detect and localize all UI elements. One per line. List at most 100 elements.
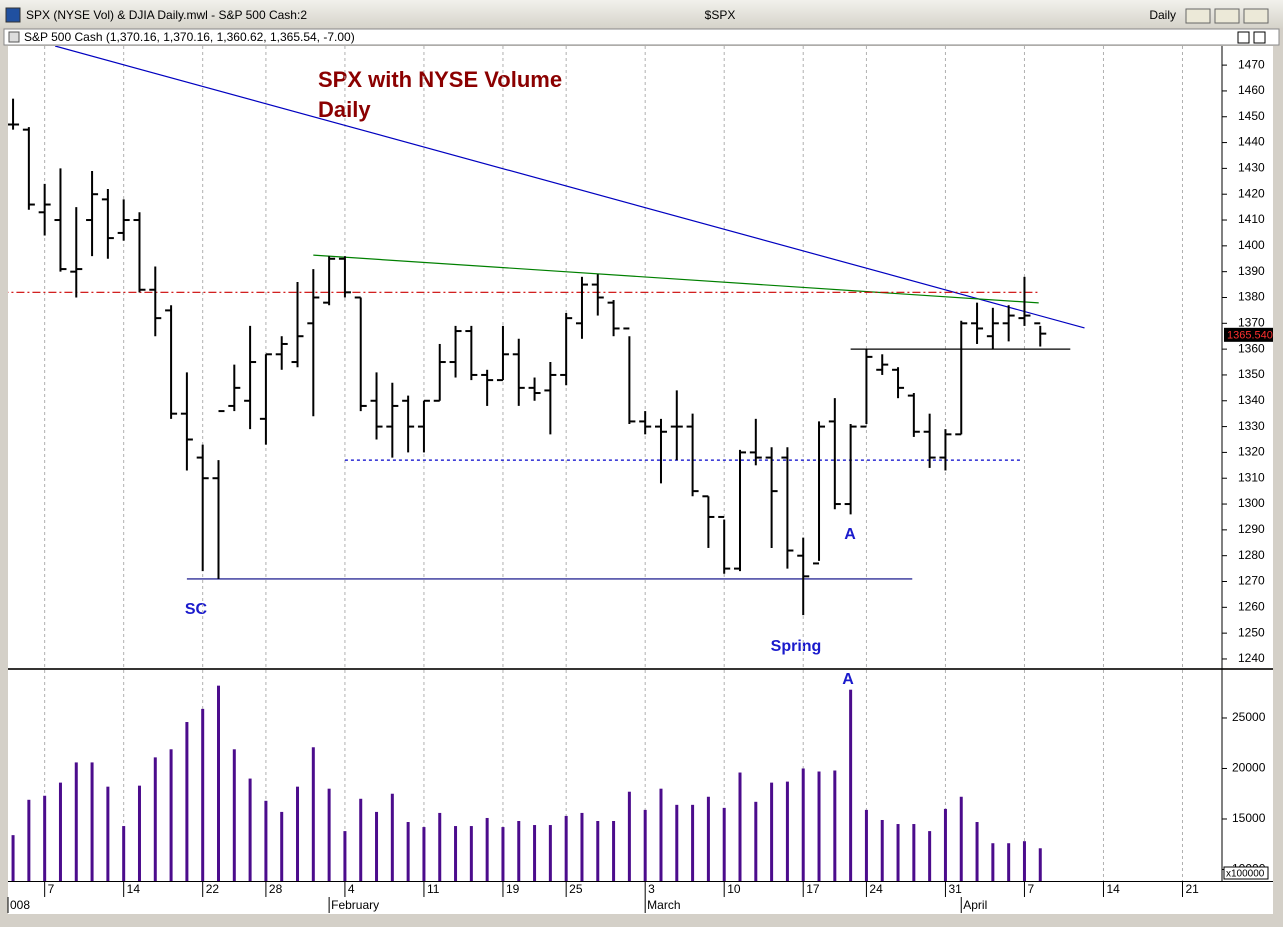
y-tick-label: 1450	[1238, 109, 1265, 123]
volume-bar	[849, 689, 853, 881]
volume-bar	[438, 812, 442, 881]
y-tick-label: 1280	[1238, 548, 1265, 562]
volume-bar	[375, 811, 379, 881]
y-tick-label: 1440	[1238, 135, 1265, 149]
volume-bar	[232, 749, 236, 881]
x-tick-label: 10	[727, 882, 741, 896]
volume-bar	[58, 782, 62, 881]
volume-bar	[896, 824, 900, 881]
y-tick-label: 1400	[1238, 238, 1265, 252]
volume-bar	[564, 815, 568, 881]
volume-bar	[517, 821, 521, 881]
x-tick-label: 25	[569, 882, 583, 896]
y-tick-label: 1420	[1238, 186, 1265, 200]
pane-max-button[interactable]	[1237, 31, 1250, 44]
volume-bar	[11, 835, 15, 881]
y-tick-label: 15000	[1232, 811, 1266, 825]
y-tick-label: 1360	[1238, 341, 1265, 355]
trend-line	[54, 46, 1085, 329]
volume-bar	[185, 722, 189, 881]
volume-bar	[280, 811, 284, 881]
volume-bar	[90, 762, 94, 881]
x-tick-label: 19	[506, 882, 520, 896]
volume-bar	[817, 771, 821, 881]
y-tick-label: 1390	[1238, 264, 1265, 278]
y-tick-label: 1340	[1238, 393, 1265, 407]
y-tick-label: 1330	[1238, 419, 1265, 433]
volume-bar	[74, 762, 78, 881]
volume-bar	[122, 826, 126, 881]
pane-header	[3, 28, 1280, 46]
volume-plot	[11, 670, 1183, 881]
volume-bar	[722, 807, 726, 881]
pane-title: S&P 500 Cash (1,370.16, 1,370.16, 1,360.…	[24, 30, 355, 44]
volume-bar	[659, 788, 663, 881]
window-title: SPX (NYSE Vol) & DJIA Daily.mwl - S&P 50…	[26, 8, 307, 22]
y-tick-label: 1260	[1238, 599, 1265, 613]
month-label: 008	[10, 898, 30, 912]
y-tick-label: 1370	[1238, 315, 1265, 329]
volume-bar	[975, 822, 979, 881]
volume-bar	[533, 825, 537, 881]
volume-bar	[27, 799, 31, 881]
y-tick-label: 1310	[1238, 470, 1265, 484]
y-tick-label: 1320	[1238, 445, 1265, 459]
trend-line	[313, 254, 1039, 304]
last-price-box	[1224, 327, 1273, 342]
title-bar	[0, 0, 1283, 28]
volume-bar	[485, 817, 489, 881]
month-label: February	[331, 898, 379, 912]
volume-bar	[343, 831, 347, 881]
volume-bar	[833, 770, 837, 881]
volume-axis	[1222, 670, 1273, 881]
interval: Daily	[1149, 8, 1176, 22]
volume-bar	[201, 708, 205, 881]
y-tick-label: 1300	[1238, 496, 1265, 510]
last-price-label: 1365.540	[1227, 330, 1273, 342]
volume-bar	[1038, 848, 1042, 881]
window-buttons[interactable]	[1185, 8, 1269, 24]
app-icon	[5, 7, 21, 23]
annotation: Spring	[771, 638, 822, 655]
x-tick-label: 14	[127, 882, 141, 896]
x-tick-label: 11	[427, 882, 440, 896]
y-tick-label: 1290	[1238, 522, 1265, 536]
volume-bar	[422, 827, 426, 881]
volume-bar	[627, 791, 631, 881]
volume-bar	[643, 809, 647, 881]
scale-label: x100000	[1226, 869, 1265, 880]
volume-bar	[801, 768, 805, 881]
volume-bar	[1022, 841, 1026, 881]
x-tick-label: 17	[806, 882, 820, 896]
x-tick-label: 31	[948, 882, 962, 896]
y-tick-label: 1270	[1238, 574, 1265, 588]
minimize-button[interactable]	[1185, 8, 1211, 24]
volume-bar	[1007, 843, 1011, 881]
volume-bar	[706, 796, 710, 881]
restore-button[interactable]	[1214, 8, 1240, 24]
x-tick-label: 21	[1185, 882, 1199, 896]
volume-bar	[169, 749, 173, 881]
pane-icon	[8, 31, 20, 43]
close-button[interactable]	[1243, 8, 1269, 24]
volume-bar	[770, 782, 774, 881]
volume-bar	[469, 826, 473, 881]
volume-bar	[501, 827, 505, 881]
y-tick-label: 20000	[1232, 761, 1266, 775]
month-label: April	[963, 898, 987, 912]
month-label: March	[647, 898, 680, 912]
volume-bar	[943, 808, 947, 881]
volume-bar	[596, 821, 600, 881]
y-tick-label: 1410	[1238, 212, 1265, 226]
price-plot	[8, 46, 1183, 668]
x-tick-label: 24	[869, 882, 883, 896]
y-tick-label: 1380	[1238, 290, 1265, 304]
y-tick-label: 1430	[1238, 161, 1265, 175]
price-axis	[1222, 46, 1273, 668]
volume-bar	[153, 757, 157, 881]
volume-bar	[248, 778, 252, 881]
pane-close-button[interactable]	[1253, 31, 1266, 44]
x-tick-label: 7	[48, 882, 55, 896]
volume-bar	[359, 798, 363, 881]
